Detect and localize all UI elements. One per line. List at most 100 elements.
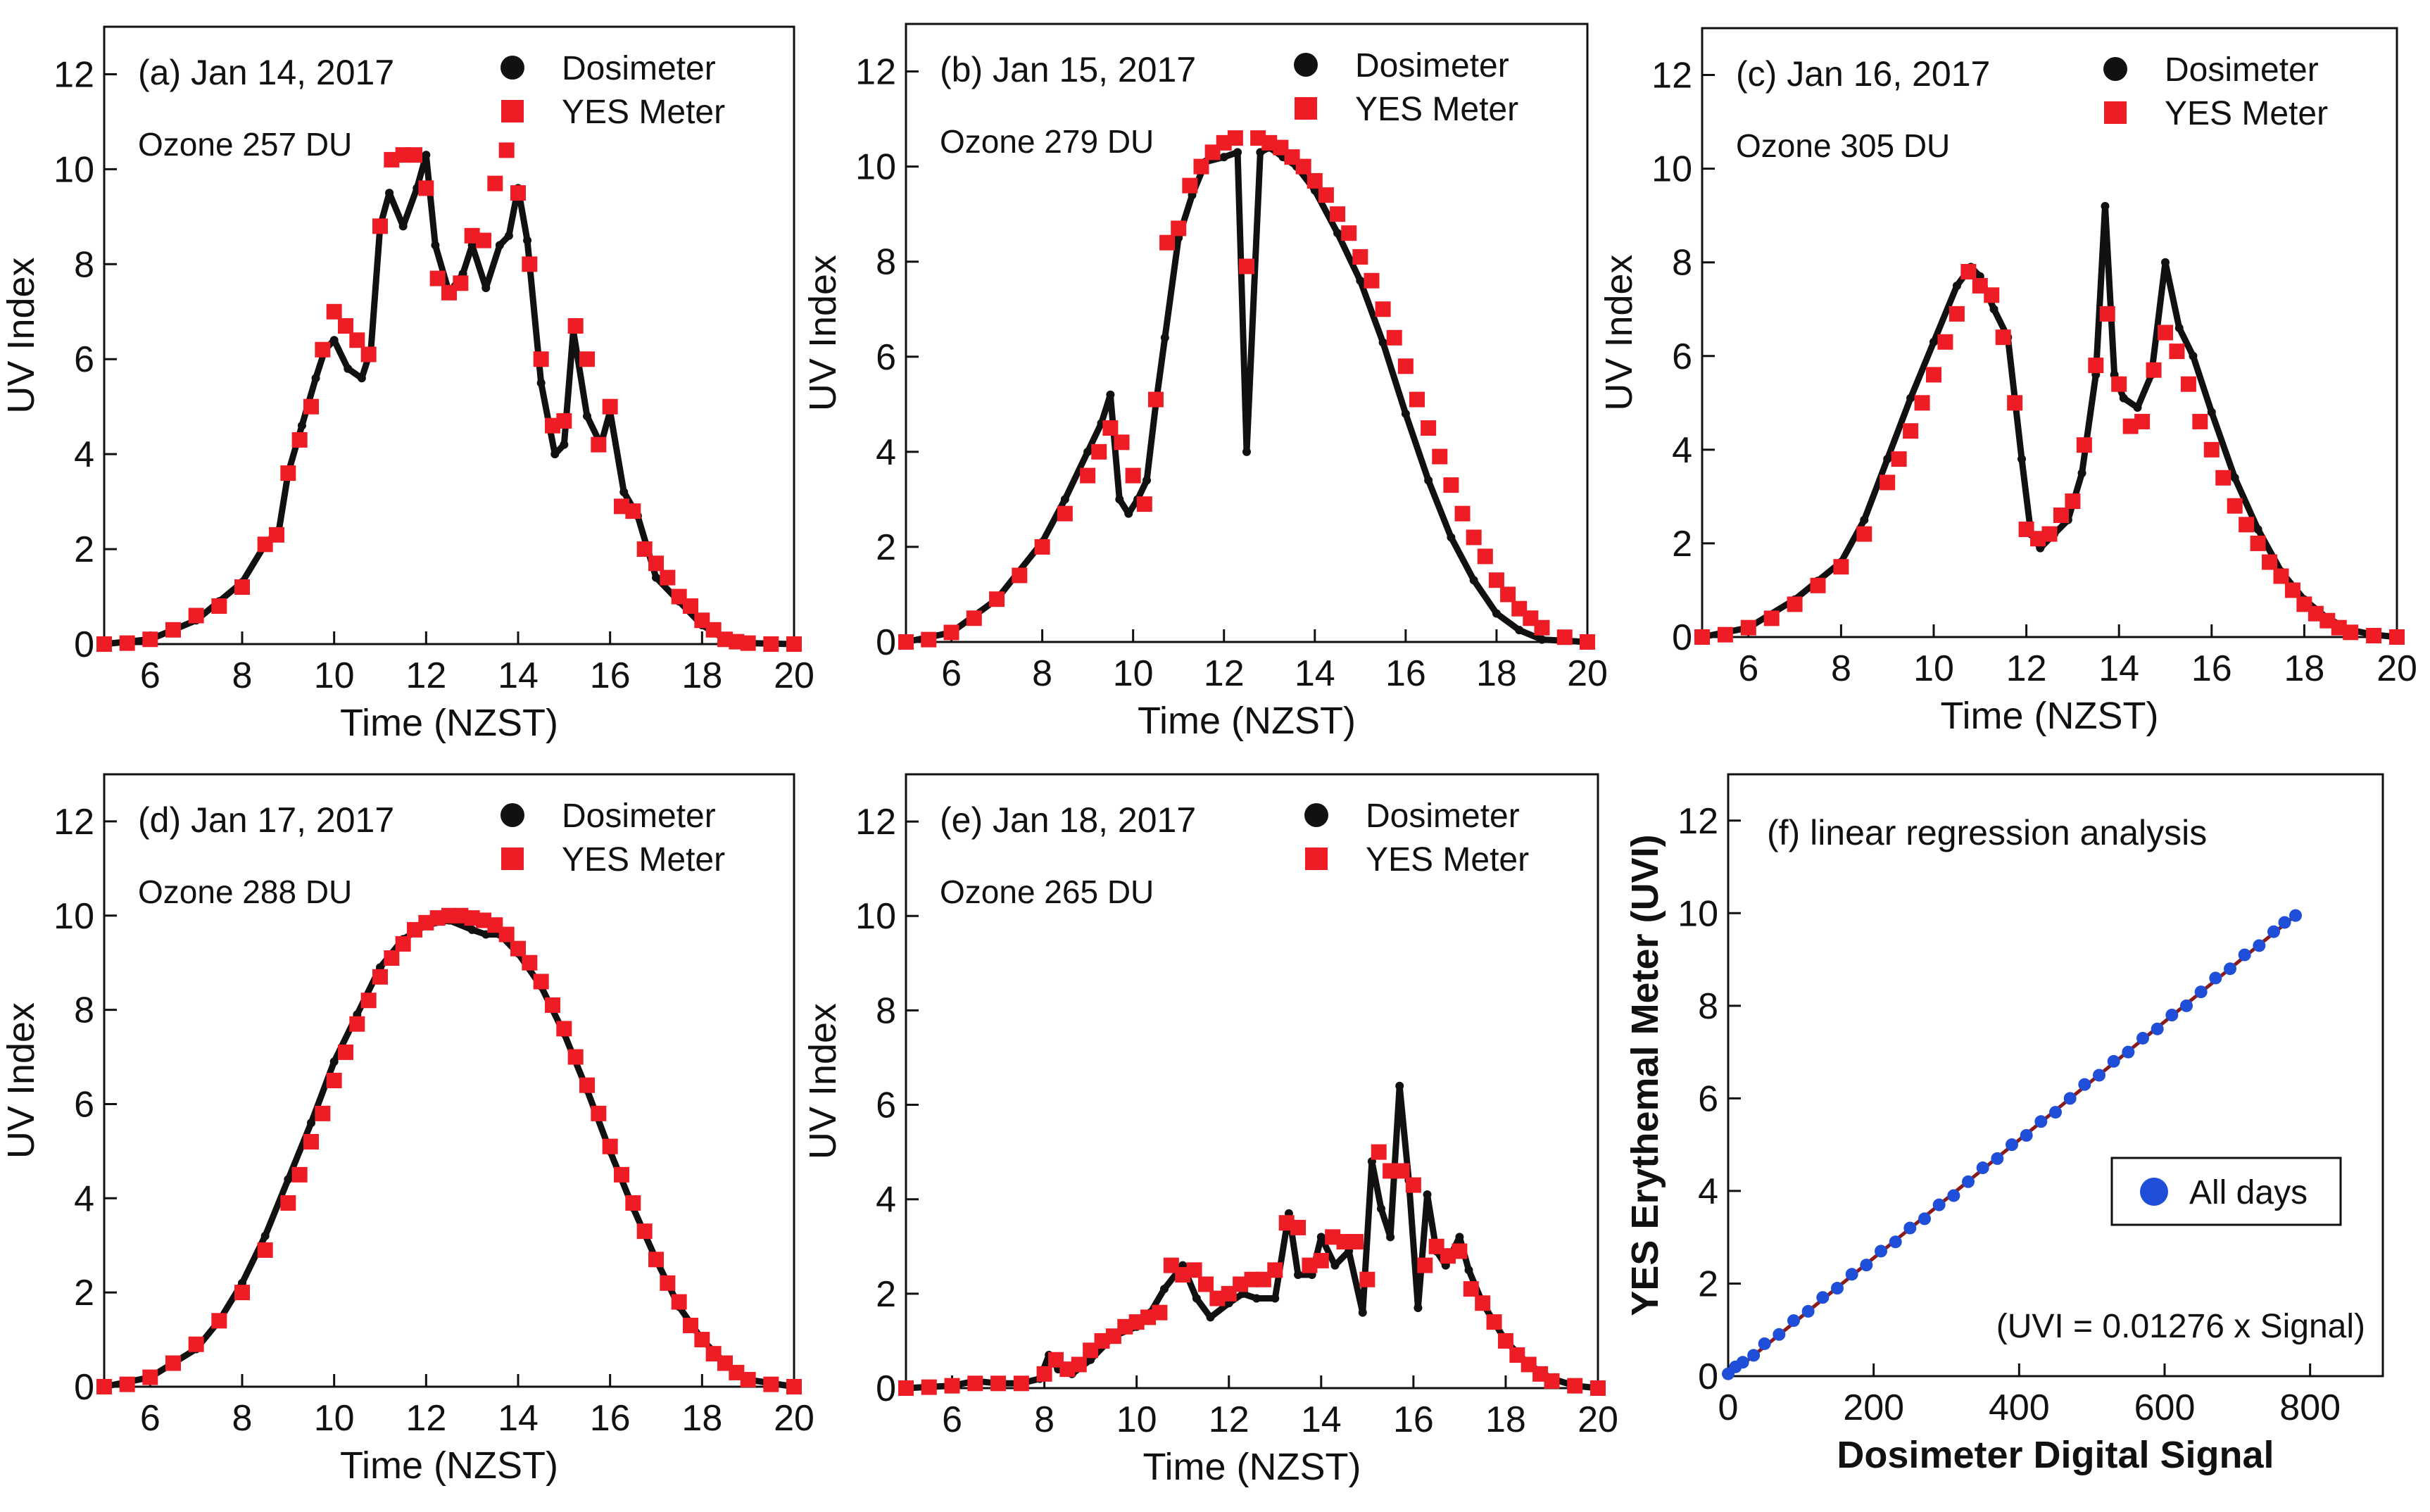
dosimeter-point [1906, 393, 1915, 403]
yes-meter-point [1960, 264, 1977, 279]
yes-meter-point [1307, 172, 1323, 189]
yes-meter-point [395, 935, 411, 952]
dosimeter-point [329, 336, 339, 345]
yes-meter-point [2158, 325, 2173, 341]
dosimeter-line [905, 144, 1588, 645]
y-tick-label: 4 [74, 1178, 94, 1219]
x-tick-label: 16 [1393, 1399, 1434, 1440]
yes-meter-point [1486, 1314, 1502, 1330]
x-tick-label: 16 [590, 1398, 631, 1439]
yes-meter-point [648, 1252, 664, 1268]
dosimeter-point [357, 374, 366, 383]
yes-meter-point [1454, 505, 1471, 522]
yes-meter-point [786, 1379, 802, 1394]
dosimeter-point [1376, 1204, 1385, 1214]
dosimeter-line [905, 1083, 1599, 1392]
regression-point [2078, 1078, 2091, 1091]
panel-d: 6 8 10 12 14 16 18 20 0 2 4 6 8 10 12 Time (NZST) UV Ind… [0, 773, 814, 1487]
yes-meter-point [1359, 1271, 1375, 1287]
y-axis-title: UV Index [802, 1003, 844, 1159]
yes-meter-point [636, 1223, 653, 1240]
y-tick-label: 0 [876, 1368, 896, 1409]
dosimeter-point [467, 925, 477, 934]
yes-meter-point [1477, 548, 1493, 565]
yes-meter-point [545, 997, 560, 1013]
yes-meter-point [2076, 437, 2092, 453]
y-tick-label: 2 [74, 1273, 94, 1313]
legend-yes-marker [501, 100, 524, 122]
legend-dosimeter-marker [2103, 57, 2127, 81]
yes-meter-point [2192, 413, 2208, 429]
dosimeter-point [1395, 1081, 1404, 1090]
yes-meter-point [2239, 517, 2255, 533]
dosimeter-point [311, 374, 320, 383]
regression-point [1875, 1245, 1887, 1258]
x-tick-label: 20 [774, 1398, 814, 1439]
yes-meter-point [326, 1073, 342, 1088]
ozone-annotation: Ozone 288 DU [138, 874, 352, 910]
dosimeter-point [1219, 153, 1228, 162]
yes-meter-point [2007, 395, 2023, 411]
x-tick-label: 14 [1295, 653, 1335, 694]
y-tick-label: 8 [74, 990, 94, 1031]
y-tick-label: 12 [53, 802, 94, 843]
yes-meter-point [614, 1166, 629, 1183]
dosimeter-point [422, 151, 431, 160]
yes-meter-point [96, 636, 112, 652]
yes-meter-point [1417, 1257, 1433, 1273]
yes-meter-point [694, 1332, 710, 1348]
legend-yes-label: YES Meter [1366, 841, 1529, 878]
regression-point [1962, 1175, 1975, 1188]
regression-point [1773, 1328, 1786, 1341]
yes-meter-point [2099, 305, 2115, 322]
dosimeter-point [1952, 281, 1961, 290]
yes-meter-point [1466, 529, 1482, 546]
yes-meter-point [338, 1044, 353, 1060]
x-tick-label: 20 [1578, 1399, 1618, 1440]
yes-meter-point [303, 398, 319, 415]
yes-meter-point [257, 1242, 273, 1258]
y-tick-label: 8 [74, 244, 94, 285]
yes-meter-point [1409, 391, 1425, 408]
panel-c: 6 8 10 12 14 16 18 20 0 2 4 6 8 10 12 Time (NZST) UV Ind… [1598, 27, 2417, 737]
regression-point [1991, 1152, 2004, 1165]
plot-frame [905, 23, 1589, 643]
yes-meter-point [1318, 187, 1334, 203]
legend-yes-label: YES Meter [562, 841, 725, 878]
yes-meter-point [188, 607, 204, 624]
y-tick-label: 8 [876, 990, 896, 1031]
dosimeter-point [1192, 1294, 1201, 1303]
yes-meter-point [429, 270, 446, 286]
yes-meter-point [898, 634, 914, 650]
y-tick-label: 6 [1698, 1078, 1718, 1119]
y-tick-label: 0 [1698, 1356, 1718, 1397]
yes-meter-point [1295, 158, 1311, 175]
yes-meter-point [989, 591, 1005, 607]
x-tick-label: 18 [681, 655, 722, 696]
legend-yes-marker [1305, 848, 1328, 870]
yes-meter-point [119, 1376, 135, 1392]
yes-meter-point [211, 598, 227, 615]
dosimeter-point [1492, 609, 1501, 618]
legend-dosimeter-marker [1304, 803, 1328, 827]
x-tick-label: 8 [1831, 648, 1851, 689]
dosimeter-point [1414, 1303, 1423, 1312]
yes-meter-point [1452, 1243, 1468, 1259]
dosimeter-point [1401, 409, 1410, 418]
dosimeter-point [1333, 229, 1342, 238]
y-tick-label: 8 [876, 242, 896, 283]
regression-point [2278, 916, 2291, 929]
yes-meter-point [579, 1077, 595, 1093]
legend-yes-label: YES Meter [2165, 95, 2328, 132]
regression-point [1747, 1349, 1761, 1362]
yes-meter-point [522, 955, 538, 971]
x-tick-label: 0 [1718, 1387, 1739, 1428]
yes-meter-point [2273, 568, 2289, 584]
x-axis-title: Time (NZST) [1138, 700, 1356, 742]
regression-point [1976, 1161, 1989, 1175]
y-tick-label: 2 [1672, 524, 1692, 565]
dosimeter-point [1515, 626, 1524, 635]
x-axis-title: Time (NZST) [1143, 1446, 1361, 1488]
yes-meter-point [453, 275, 469, 291]
yes-meter-point [1500, 586, 1516, 603]
